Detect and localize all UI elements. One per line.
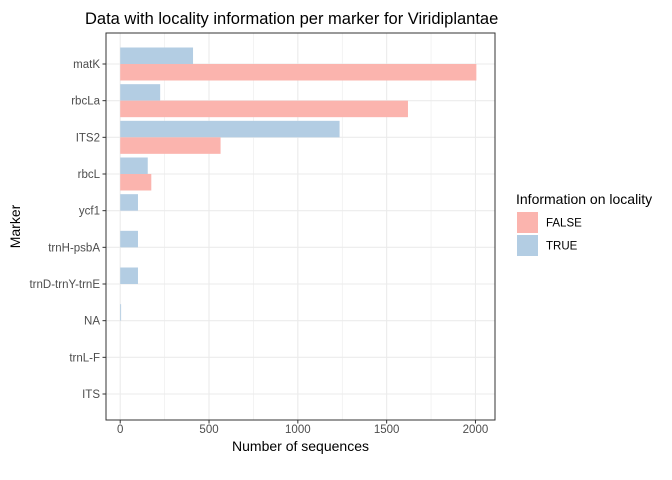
bar-true-ITS2 xyxy=(120,120,340,138)
bar-true-ycf1 xyxy=(120,194,138,211)
bars xyxy=(120,47,477,321)
bar-true-trnD-trnY-trnE xyxy=(120,267,138,284)
x-tick-label: 1000 xyxy=(285,424,311,436)
y-axis-title: Marker xyxy=(7,204,23,248)
x-tick-label: 0 xyxy=(117,424,123,436)
legend: Information on locality FALSE TRUE xyxy=(516,191,652,256)
bar-true-rbcLa xyxy=(120,84,161,101)
plot-panel xyxy=(105,32,496,421)
x-tick-labels: 0 500 1000 1500 2000 xyxy=(117,420,488,436)
x-tick-label: 500 xyxy=(199,424,218,436)
legend-items: FALSE TRUE xyxy=(517,212,582,256)
legend-label-true: TRUE xyxy=(546,241,578,253)
bar-false-ITS2 xyxy=(120,137,221,154)
bar-true-trnH-psbA xyxy=(120,230,138,248)
bar-true-matK xyxy=(120,47,194,64)
bar-true-rbcL xyxy=(120,157,148,174)
y-tick-label: NA xyxy=(84,316,100,328)
x-tick-label: 1500 xyxy=(374,424,400,436)
plot-border xyxy=(105,32,496,421)
y-tick-label: matK xyxy=(73,59,100,71)
bar-false-rbcL xyxy=(120,174,152,191)
legend-swatch-false xyxy=(517,212,538,233)
y-tick-label: ITS xyxy=(82,389,100,401)
y-tick-label: ycf1 xyxy=(79,206,100,218)
y-tick-label: ITS2 xyxy=(76,132,100,144)
y-tick-label: trnH-psbA xyxy=(48,242,100,254)
legend-title: Information on locality xyxy=(516,191,652,207)
x-axis-title: Number of sequences xyxy=(232,438,369,454)
y-tick-label: trnD-trnY-trnE xyxy=(29,279,100,291)
bar-true-NA xyxy=(120,304,122,321)
bar-false-matK xyxy=(120,64,477,81)
bar-false-rbcLa xyxy=(120,100,408,118)
legend-label-false: FALSE xyxy=(546,218,582,230)
y-tick-label: rbcLa xyxy=(71,96,100,108)
x-tick-label: 2000 xyxy=(463,424,489,436)
y-tick-label: rbcL xyxy=(78,169,101,181)
chart-title: Data with locality information per marke… xyxy=(85,10,498,28)
y-tick-label: trnL-F xyxy=(69,352,100,364)
y-tick-labels: matK rbcLa ITS2 rbcL ycf1 trnH-psbA trnD-trnY-… xyxy=(29,59,106,401)
legend-swatch-true xyxy=(517,235,538,256)
